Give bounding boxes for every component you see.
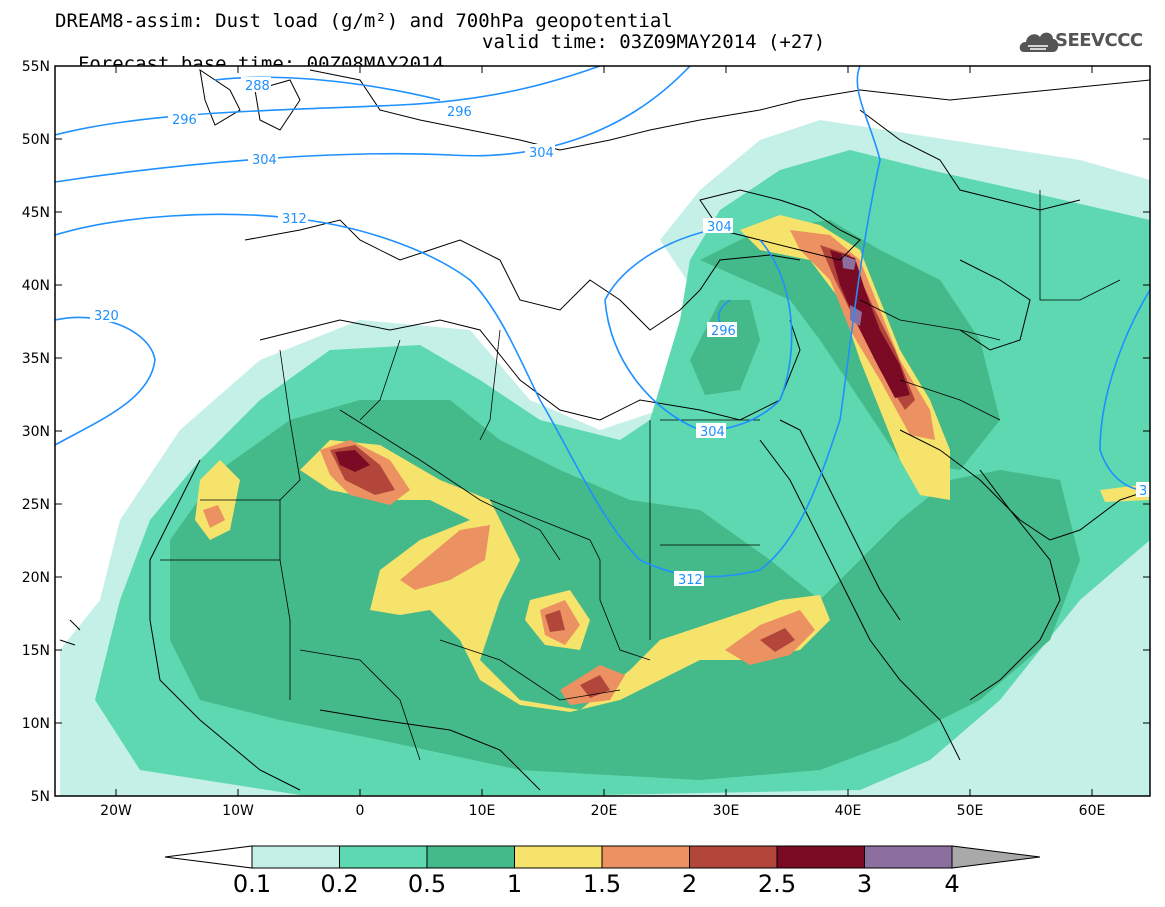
lon-tick-label: 40E bbox=[835, 803, 862, 819]
contour-label: 320 bbox=[94, 309, 119, 324]
lon-tick-label: 10W bbox=[222, 803, 254, 819]
lat-tick-label: 55N bbox=[22, 59, 50, 75]
contour-label: 312 bbox=[282, 212, 307, 227]
cloud-icon bbox=[1019, 32, 1059, 52]
geopotential-contours bbox=[55, 66, 1150, 578]
contour-label: 304 bbox=[252, 153, 277, 168]
contour-label: 312 bbox=[678, 573, 703, 588]
colorbar-segment bbox=[339, 845, 428, 869]
lon-tick-label: 30E bbox=[713, 803, 740, 819]
colorbar-segment bbox=[426, 845, 515, 869]
colorbar-tick-label: 0.1 bbox=[232, 870, 272, 898]
contour-label: 304 bbox=[529, 146, 554, 161]
country-borders bbox=[160, 190, 1121, 761]
colorbar-segment bbox=[864, 845, 953, 869]
lat-tick-label: 40N bbox=[22, 278, 50, 294]
lon-tick-label: 50E bbox=[957, 803, 984, 819]
contour-label: 304 bbox=[707, 220, 732, 235]
contour-labels: 288 296 296 304 304 312 320 304 296 304 … bbox=[90, 77, 1150, 588]
colorbar-tick-label: 2 bbox=[681, 870, 698, 898]
lat-tick-label: 10N bbox=[22, 716, 50, 732]
colorbar bbox=[164, 845, 1041, 869]
lon-tick-label: 20E bbox=[591, 803, 618, 819]
colorbar-tick-label: 3 bbox=[856, 870, 873, 898]
longitude-axis: 20W 10W 0 10E 20E 30E 40E 50E 60E bbox=[100, 66, 1105, 819]
lon-tick-label: 10E bbox=[469, 803, 496, 819]
colorbar-tick-label: 1.5 bbox=[582, 870, 622, 898]
lat-tick-label: 35N bbox=[22, 351, 50, 367]
colorbar-segment bbox=[776, 845, 865, 869]
latitude-axis: 55N 50N 45N 40N 35N 30N 25N 20N 15N 10N 5N bbox=[22, 59, 1150, 805]
colorbar-over-triangle bbox=[951, 845, 1041, 869]
colorbar-segment bbox=[601, 845, 690, 869]
contour-label: 288 bbox=[245, 79, 270, 94]
lon-tick-label: 0 bbox=[356, 803, 365, 819]
colorbar-tick-label: 4 bbox=[944, 870, 960, 898]
seevccc-logo: SEEVCCC bbox=[1055, 30, 1143, 51]
colorbar-tick-label: 1 bbox=[506, 870, 523, 898]
colorbar-segment bbox=[689, 845, 778, 869]
valid-time: valid time: 03Z09MAY2014 (+27) bbox=[482, 31, 826, 53]
contour-label: 296 bbox=[447, 105, 472, 120]
lat-tick-label: 20N bbox=[22, 570, 50, 586]
dust-level-2.5 bbox=[335, 250, 910, 472]
lon-tick-label: 20W bbox=[100, 803, 132, 819]
colorbar-tick-label: 0.2 bbox=[320, 870, 359, 898]
contour-label: 3 bbox=[1139, 484, 1147, 499]
contour-label: 296 bbox=[711, 324, 736, 339]
lat-tick-label: 5N bbox=[31, 789, 50, 805]
colorbar-tick-label: 0.5 bbox=[407, 870, 447, 898]
colorbar-segment bbox=[251, 845, 340, 869]
colorbar-under-triangle bbox=[164, 845, 253, 869]
colorbar-segment bbox=[514, 845, 603, 869]
contour-label: 304 bbox=[700, 425, 725, 440]
lat-tick-label: 15N bbox=[22, 643, 50, 659]
lat-tick-label: 45N bbox=[22, 205, 50, 221]
contour-label: 296 bbox=[172, 113, 197, 128]
map-title: DREAM8-assim: Dust load (g/m²) and 700hP… bbox=[55, 10, 673, 32]
lon-tick-label: 60E bbox=[1079, 803, 1106, 819]
lat-tick-label: 30N bbox=[22, 424, 50, 440]
colorbar-tick-label: 2.5 bbox=[757, 870, 797, 898]
lat-tick-label: 25N bbox=[22, 497, 50, 513]
map-panel: 288 296 296 304 304 312 320 304 296 304 … bbox=[55, 66, 1150, 796]
lat-tick-label: 50N bbox=[22, 132, 50, 148]
